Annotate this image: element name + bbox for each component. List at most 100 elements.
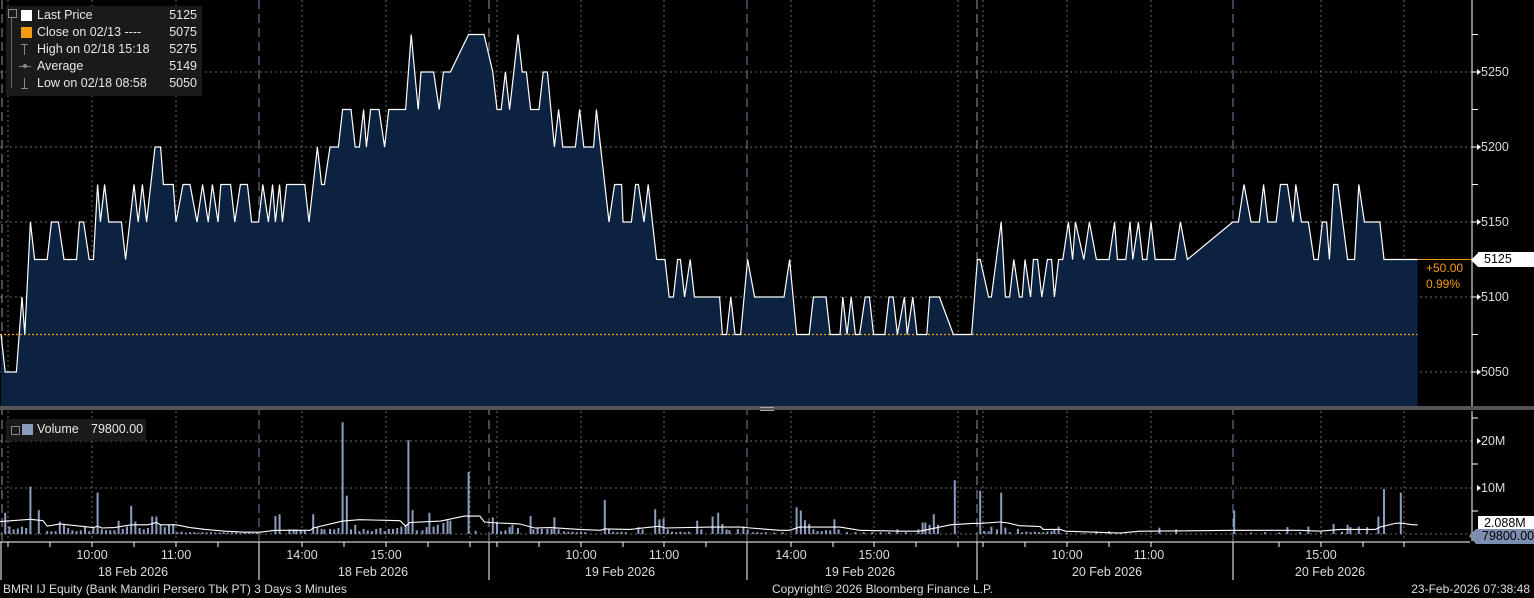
volume-bar [21,526,23,534]
volume-bar [467,471,470,534]
volume-bar [449,520,452,534]
volume-bar [379,528,382,534]
legend-label: Low on 02/18 08:58 [37,76,147,90]
volume-bar [1278,532,1280,534]
splitter-grip-icon[interactable] [760,407,774,411]
volume-bar [46,531,49,534]
volume-bar [12,529,15,534]
change-pct: 0.99% [1426,277,1461,291]
volume-bar [323,529,326,534]
minus-box-icon[interactable] [8,9,17,18]
volume-bar [990,526,993,534]
volume-bar [1033,531,1036,534]
legend-item-high[interactable]: High on 02/18 15:18 5275 [6,41,202,57]
volume-legend: Volume 79800.00 [6,419,146,441]
volume-bar [1082,533,1085,534]
volume-bar [256,532,259,534]
legend-label: Average [37,59,84,73]
legend-item-close[interactable]: Close on 02/13 ---- 5075 [6,24,202,40]
high-marker-cap [21,44,28,45]
volume-bar [996,529,998,534]
volume-bar [637,527,640,534]
legend-value: 5275 [169,42,197,56]
volume-bar [100,529,103,534]
volume-bar [316,526,319,534]
volume-bar [536,528,539,534]
volume-bar [210,532,212,534]
volume-bar [320,528,323,534]
volume-bar [226,532,229,534]
volume-bar [825,530,827,534]
volume-bar [575,532,578,534]
x-tick-date: 19 Feb 2026 [584,565,656,579]
volume-bar [421,530,424,534]
volume-bar [532,529,535,534]
volume-bar [540,528,543,534]
volume-bar [358,531,361,534]
volume-bar [193,532,196,534]
volume-bar [168,524,170,534]
volume-bar [862,532,865,534]
last-price-tag-pointer [1471,253,1478,267]
volume-bar [142,529,145,534]
volume-bar [172,523,175,534]
volume-bars [4,422,1402,534]
last-price-tag: 5125 [1478,252,1534,267]
volume-bar [904,532,907,534]
panel-splitter[interactable] [0,406,1534,410]
volume-bar [243,532,246,534]
volume-bar [1366,527,1369,534]
timestamp: 23-Feb-2026 07:38:48 [1411,582,1530,596]
volume-bar [1175,529,1178,534]
volume-bar [1000,492,1003,534]
volume-bar [511,524,514,534]
volume-bar [808,523,811,534]
volume-bar [496,522,498,534]
volume-bar [529,516,532,534]
volume-bar [1377,516,1380,534]
legend-item-last-price[interactable]: Last Price 5125 [6,7,202,23]
volume-bar [846,532,848,534]
volume-bar [274,516,277,534]
volume-bar [109,530,112,534]
volume-bar [717,512,720,534]
low-marker-base [21,88,28,89]
legend-item-average[interactable]: Average 5149 [6,58,202,74]
volume-bar [773,532,776,534]
volume-bar [37,510,40,534]
volume-bar [88,531,91,534]
average-marker-dot [23,64,27,68]
volume-bar [350,529,352,534]
volume-bar [550,528,553,534]
volume-bar [400,526,403,534]
volume-bar [687,531,690,534]
volume-bar [299,530,302,534]
volume-bar [371,531,373,534]
volume-bar [987,531,990,534]
volume-bar [921,522,924,534]
volume-bar [571,531,574,534]
volume-bar [231,532,233,534]
plus-box-icon[interactable] [11,426,20,435]
volume-bar [425,527,428,534]
volume-bar [341,422,344,534]
price-legend: Last Price 5125 Close on 02/13 ---- 5075… [6,6,202,96]
legend-item-low[interactable]: Low on 02/18 08:58 5050 [6,75,202,91]
x-tick-time: 10:00 [76,548,108,562]
volume-bar [1383,488,1385,534]
volume-bar [612,531,615,534]
volume-bar [508,527,511,534]
volume-bar [288,529,291,534]
volume-bar [79,530,82,534]
volume-bar [138,528,141,534]
legend-tree-connector [11,18,12,88]
volume-bar [742,526,745,534]
volume-bar [71,530,74,534]
volume-bar [1042,532,1045,534]
volume-bar [387,528,390,534]
volume-swatch-icon [22,424,33,435]
volume-bar [624,532,627,534]
x-tick-time: 14:00 [775,548,807,562]
legend-value: 5050 [169,76,197,90]
volume-bar [151,516,154,534]
